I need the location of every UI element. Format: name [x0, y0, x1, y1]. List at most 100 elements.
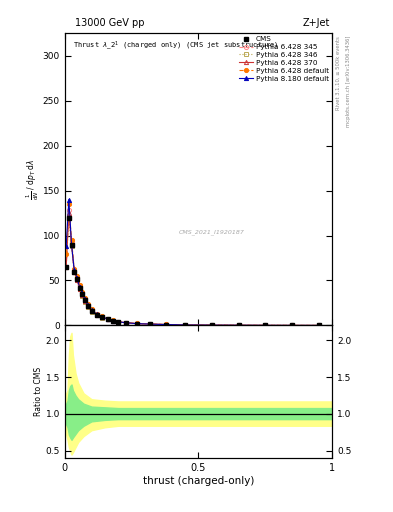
CMS	[316, 323, 321, 329]
Pythia 8.180 default	[105, 316, 110, 322]
Pythia 6.428 370	[80, 292, 84, 298]
Pythia 6.428 default	[148, 321, 153, 327]
CMS	[100, 314, 105, 321]
Pythia 6.428 default	[236, 322, 241, 328]
Pythia 8.180 default	[164, 322, 169, 328]
Pythia 6.428 346	[316, 323, 321, 329]
Pythia 6.428 370	[66, 210, 71, 216]
Pythia 8.180 default	[100, 314, 105, 320]
Pythia 6.428 default	[75, 273, 79, 279]
Pythia 6.428 370	[290, 323, 294, 329]
Pythia 6.428 default	[164, 322, 169, 328]
CMS	[80, 291, 84, 297]
Pythia 6.428 345	[69, 239, 74, 245]
Line: Pythia 6.428 346: Pythia 6.428 346	[64, 216, 321, 328]
Pythia 6.428 370	[183, 322, 187, 328]
Pythia 8.180 default	[263, 322, 268, 328]
Pythia 6.428 346	[66, 215, 71, 221]
Pythia 6.428 370	[263, 322, 268, 328]
Pythia 8.180 default	[75, 275, 79, 281]
CMS	[124, 319, 129, 326]
Pythia 6.428 345	[105, 316, 110, 322]
Pythia 8.180 default	[124, 319, 129, 326]
Pythia 6.428 345	[100, 314, 105, 320]
Text: Thrust $\lambda\_2^1$ (charged only) (CMS jet substructure): Thrust $\lambda\_2^1$ (charged only) (CM…	[73, 39, 279, 52]
Pythia 6.428 345	[124, 319, 129, 326]
Pythia 8.180 default	[77, 284, 82, 290]
Pythia 6.428 370	[83, 298, 87, 304]
Pythia 6.428 default	[209, 322, 214, 328]
Line: Pythia 6.428 370: Pythia 6.428 370	[64, 211, 321, 328]
Pythia 6.428 default	[89, 306, 94, 312]
Pythia 6.428 370	[77, 286, 82, 292]
Pythia 6.428 346	[72, 269, 77, 275]
Pythia 6.428 370	[85, 303, 90, 309]
Pythia 6.428 346	[164, 322, 169, 328]
Pythia 8.180 default	[85, 302, 90, 308]
Pythia 8.180 default	[236, 322, 241, 328]
CMS	[85, 303, 90, 309]
Legend: CMS, Pythia 6.428 345, Pythia 6.428 346, Pythia 6.428 370, Pythia 6.428 default,: CMS, Pythia 6.428 345, Pythia 6.428 346,…	[237, 35, 331, 83]
Pythia 6.428 345	[80, 290, 84, 296]
Pythia 6.428 345	[89, 307, 94, 313]
Pythia 6.428 346	[100, 314, 105, 321]
Pythia 6.428 346	[209, 322, 214, 328]
CMS	[77, 285, 82, 291]
Pythia 8.180 default	[316, 323, 321, 329]
Pythia 8.180 default	[72, 267, 77, 273]
Y-axis label: Ratio to CMS: Ratio to CMS	[34, 367, 43, 416]
Pythia 6.428 346	[89, 309, 94, 315]
Pythia 6.428 370	[69, 241, 74, 247]
Pythia 6.428 346	[64, 264, 68, 270]
Pythia 6.428 370	[89, 308, 94, 314]
CMS	[110, 318, 115, 324]
Pythia 6.428 370	[148, 321, 153, 327]
Pythia 6.428 370	[75, 276, 79, 283]
Pythia 6.428 345	[290, 323, 294, 329]
Pythia 8.180 default	[148, 321, 153, 327]
Pythia 8.180 default	[290, 323, 294, 329]
Text: Z+Jet: Z+Jet	[303, 18, 330, 28]
Pythia 8.180 default	[83, 296, 87, 303]
Pythia 8.180 default	[135, 321, 140, 327]
Pythia 8.180 default	[89, 307, 94, 313]
Pythia 6.428 370	[164, 322, 169, 328]
CMS	[83, 297, 87, 303]
CMS	[148, 321, 153, 327]
Pythia 6.428 346	[290, 323, 294, 329]
Pythia 6.428 default	[263, 322, 268, 328]
Pythia 8.180 default	[209, 322, 214, 328]
Pythia 6.428 345	[148, 321, 153, 327]
CMS	[263, 322, 268, 328]
CMS	[105, 316, 110, 322]
CMS	[66, 215, 71, 221]
Pythia 6.428 345	[110, 317, 115, 324]
Y-axis label: $\frac{1}{\mathrm{d}N}$ / $\mathrm{d}p_T\,\mathrm{d}\lambda$: $\frac{1}{\mathrm{d}N}$ / $\mathrm{d}p_T…	[25, 159, 41, 200]
Pythia 6.428 345	[85, 302, 90, 308]
Pythia 6.428 346	[85, 304, 90, 310]
Pythia 8.180 default	[64, 243, 68, 249]
Pythia 6.428 345	[77, 284, 82, 290]
Pythia 6.428 346	[110, 318, 115, 324]
Pythia 6.428 370	[124, 319, 129, 326]
Pythia 6.428 370	[110, 318, 115, 324]
Pythia 6.428 370	[100, 314, 105, 321]
Pythia 6.428 345	[316, 323, 321, 329]
Pythia 6.428 346	[116, 319, 121, 325]
CMS	[72, 268, 77, 274]
Pythia 6.428 346	[263, 322, 268, 328]
Pythia 6.428 345	[209, 322, 214, 328]
Pythia 6.428 370	[64, 264, 68, 270]
Text: mcplots.cern.ch [arXiv:1306.3436]: mcplots.cern.ch [arXiv:1306.3436]	[346, 36, 351, 127]
Pythia 6.428 345	[236, 322, 241, 328]
CMS	[135, 321, 140, 327]
Pythia 8.180 default	[116, 319, 121, 325]
Pythia 6.428 default	[72, 266, 77, 272]
Pythia 6.428 default	[290, 323, 294, 329]
Text: 13000 GeV pp: 13000 GeV pp	[75, 18, 144, 28]
Pythia 6.428 default	[316, 323, 321, 329]
Pythia 6.428 default	[77, 282, 82, 288]
Pythia 6.428 default	[66, 201, 71, 207]
Pythia 6.428 default	[64, 250, 68, 257]
Pythia 6.428 346	[148, 321, 153, 327]
